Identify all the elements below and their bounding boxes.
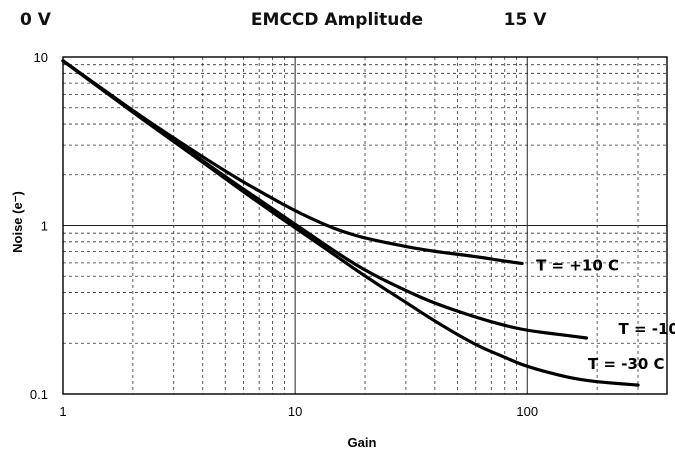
series-label: T = +10 C bbox=[536, 256, 619, 274]
chart-tick-labels: 1 10 100 10 1 0.1 bbox=[30, 50, 538, 419]
series-line bbox=[61, 59, 589, 340]
series-line bbox=[61, 59, 640, 387]
y-tick-label: 0.1 bbox=[30, 387, 48, 402]
x-tick-label: 10 bbox=[288, 404, 302, 419]
y-tick-label: 1 bbox=[41, 219, 48, 234]
chart-series bbox=[61, 59, 640, 387]
chart-curve-labels: T = +10 C T = -10 C T = -30 C bbox=[536, 256, 675, 373]
header-right-voltage: 15 V bbox=[504, 10, 548, 30]
x-tick-label: 100 bbox=[516, 404, 538, 419]
y-tick-label: 10 bbox=[34, 50, 48, 65]
y-axis-label: Noise (e⁻) bbox=[10, 191, 25, 253]
plot-frame bbox=[62, 56, 668, 395]
x-axis-label: Gain bbox=[348, 435, 377, 450]
series-label: T = -10 C bbox=[619, 320, 675, 338]
header-left-voltage: 0 V bbox=[20, 10, 52, 30]
chart-title: EMCCD Amplitude bbox=[251, 10, 423, 30]
x-tick-label: 1 bbox=[59, 404, 66, 419]
series-label: T = -30 C bbox=[588, 355, 665, 373]
chart-grid bbox=[63, 57, 668, 394]
